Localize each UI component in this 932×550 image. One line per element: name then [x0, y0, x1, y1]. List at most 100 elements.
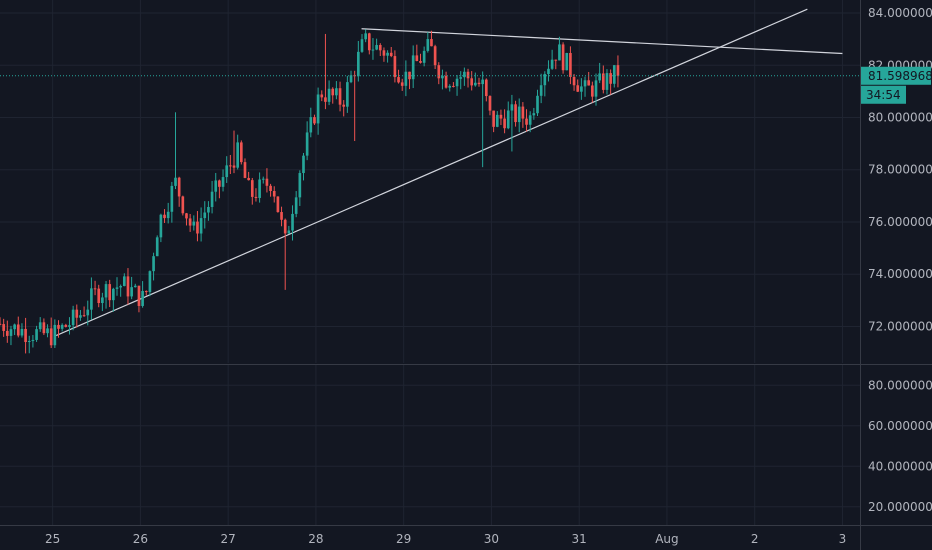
candle-body — [539, 85, 543, 96]
candle-body — [218, 180, 221, 187]
candle-body — [400, 82, 404, 86]
candle-body — [616, 65, 620, 76]
candle-body — [247, 177, 250, 181]
candle-countdown-label: 34:54 — [866, 88, 901, 102]
candle-body — [155, 237, 159, 257]
candle-body — [441, 75, 444, 79]
candle-body — [287, 230, 291, 234]
candle-body — [605, 73, 609, 90]
candle-body — [360, 39, 364, 52]
candle-body — [130, 287, 133, 297]
candle-body — [239, 142, 243, 163]
last-price-label: 81.598968 — [868, 69, 932, 83]
candle-body — [46, 328, 49, 334]
trendline-ascending-support[interactable] — [55, 8, 808, 337]
candle-body — [594, 80, 598, 97]
candle-body — [272, 190, 276, 197]
candle-body — [371, 49, 375, 51]
candle-body — [166, 211, 170, 219]
candle-body — [159, 214, 163, 238]
candle-body — [510, 104, 514, 111]
candle-body — [331, 88, 335, 96]
candle-body — [378, 45, 382, 51]
lower-axis-tick-label: 20.000000 — [868, 500, 932, 514]
candle-body — [415, 55, 419, 62]
candle-body — [309, 117, 313, 133]
candle-body — [141, 290, 144, 306]
price-axis-tick-label: 78.000000 — [868, 163, 932, 177]
candle-body — [210, 191, 214, 207]
candle-body — [565, 52, 569, 71]
lower-axis-tick-label: 40.000000 — [868, 459, 932, 473]
candle-body — [609, 73, 612, 84]
time-axis-tick-label: 2 — [751, 532, 759, 546]
candle-body — [269, 185, 272, 191]
candle-body — [558, 44, 561, 61]
candle-body — [265, 178, 269, 186]
candle-body — [126, 276, 130, 297]
candle-body — [53, 324, 57, 346]
candle-body — [16, 324, 20, 336]
candle-body — [229, 165, 232, 167]
candle-body — [463, 71, 466, 78]
candle-body — [474, 82, 477, 86]
candle-body — [302, 155, 305, 174]
candle-body — [426, 39, 430, 51]
candle-body — [517, 106, 521, 123]
candle-body — [148, 271, 152, 293]
candle-body — [192, 221, 196, 226]
time-axis-tick-label: 27 — [221, 532, 236, 546]
candle-body — [452, 85, 455, 87]
time-axis-tick-label: 30 — [484, 532, 499, 546]
price-axis-tick-label: 72.000000 — [868, 319, 932, 333]
candle-body — [419, 61, 422, 63]
candle-body — [119, 286, 122, 288]
candle-body — [514, 104, 517, 123]
candle-body — [97, 288, 101, 304]
candle-body — [536, 95, 539, 114]
candle-body — [433, 46, 437, 66]
candle-body — [528, 115, 532, 125]
candle-body — [196, 221, 199, 234]
candle-body — [24, 328, 27, 343]
trendlines[interactable] — [55, 8, 843, 337]
time-axis-tick-label: 29 — [396, 532, 411, 546]
candle-body — [499, 114, 503, 119]
candle-body — [250, 180, 254, 197]
candle-body — [75, 309, 79, 318]
candle-body — [591, 85, 594, 97]
candle-body — [411, 55, 415, 80]
candle-body — [367, 33, 371, 51]
candle-body — [459, 77, 463, 79]
candle-body — [86, 309, 90, 316]
trendline-descending-resistance[interactable] — [361, 28, 843, 55]
time-axis-tick-label: 28 — [308, 532, 323, 546]
candle-body — [430, 39, 433, 47]
candle-body — [203, 212, 207, 219]
candle-body — [112, 288, 115, 301]
candle-body — [133, 285, 137, 288]
candle-body — [448, 85, 452, 88]
candles — [0, 29, 620, 354]
candle-body — [495, 114, 499, 127]
candle-body — [258, 179, 261, 198]
last-price-tag — [861, 66, 931, 85]
candle-body — [525, 118, 528, 125]
candle-body — [393, 56, 397, 78]
grid-lines — [0, 0, 860, 525]
candle-body — [42, 322, 46, 334]
candle-body — [243, 162, 247, 178]
candle-body — [104, 284, 108, 298]
candle-body — [122, 276, 126, 287]
price-axis-tick-label: 76.000000 — [868, 215, 932, 229]
candle-body — [294, 197, 298, 214]
time-axis-tick-label: Aug — [655, 532, 678, 546]
candle-body — [364, 33, 367, 40]
candle-body — [27, 341, 31, 343]
candle-body — [492, 110, 495, 127]
candle-body — [576, 85, 580, 92]
candle-body — [280, 212, 283, 220]
